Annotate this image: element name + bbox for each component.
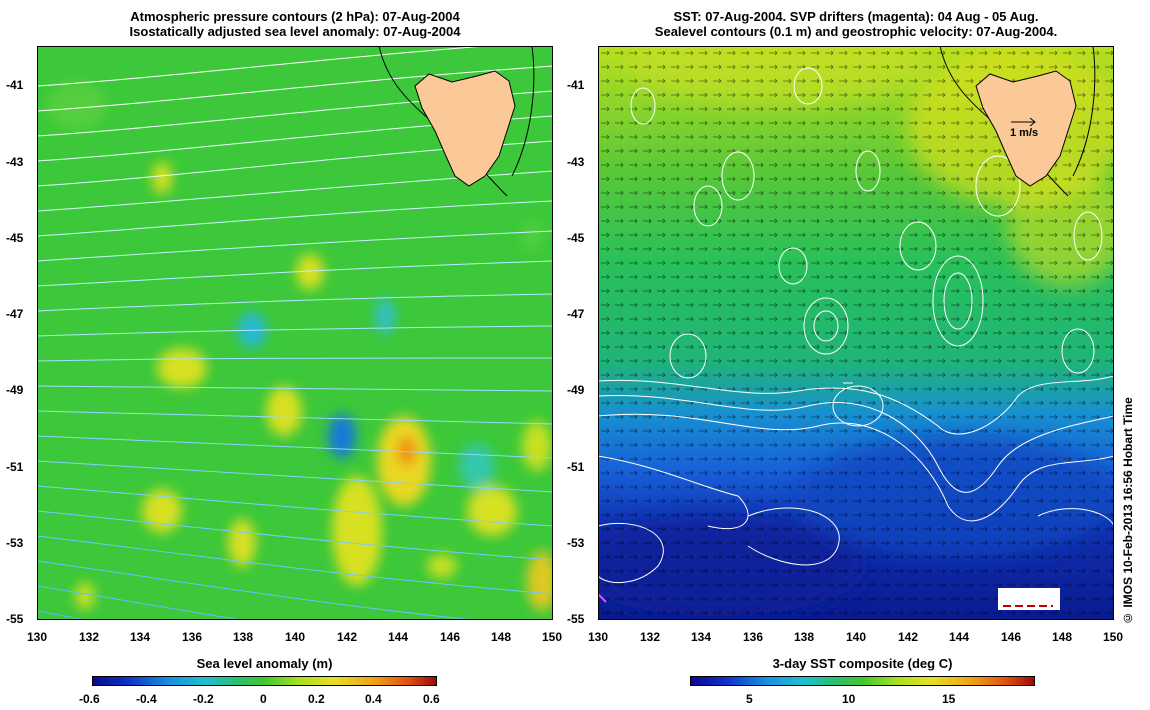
lat-label-right: -53 xyxy=(567,536,585,550)
right-colorbar-tick: 5 xyxy=(746,692,753,706)
lon-label-right: 136 xyxy=(743,630,764,644)
left-title-line1: Atmospheric pressure contours (2 hPa): 0… xyxy=(130,9,460,24)
lon-label-right: 142 xyxy=(898,630,919,644)
lon-label-right: 132 xyxy=(640,630,661,644)
lon-label-left: 138 xyxy=(233,630,254,644)
lon-label-left: 130 xyxy=(27,630,48,644)
right-title-line2: Sealevel contours (0.1 m) and geostrophi… xyxy=(654,24,1058,39)
lon-label-right: 144 xyxy=(949,630,970,644)
left-title-line2: Isostatically adjusted sea level anomaly… xyxy=(129,24,461,39)
right-colorbar-tick: 15 xyxy=(942,692,956,706)
lat-label-right: -43 xyxy=(567,155,585,169)
lat-label-left: -41 xyxy=(6,78,24,92)
left-colorbar-tick: 0.2 xyxy=(308,692,325,706)
lat-label-right: -47 xyxy=(567,307,585,321)
lon-label-left: 146 xyxy=(440,630,461,644)
lat-label-right: -41 xyxy=(567,78,585,92)
lon-label-right: 134 xyxy=(691,630,712,644)
left-colorbar-tick: -0.4 xyxy=(136,692,157,706)
lon-label-right: 138 xyxy=(794,630,815,644)
right-title-line1: SST: 07-Aug-2004. SVP drifters (magenta)… xyxy=(673,9,1039,24)
lon-label-left: 140 xyxy=(285,630,306,644)
lon-label-left: 136 xyxy=(182,630,203,644)
lon-label-left: 132 xyxy=(79,630,100,644)
lat-label-right: -45 xyxy=(567,231,585,245)
left-colorbar xyxy=(92,676,437,686)
sst-map: 1 m/s xyxy=(598,46,1114,620)
right-colorbar xyxy=(690,676,1035,686)
lat-label-left: -47 xyxy=(6,307,24,321)
lat-label-left: -49 xyxy=(6,383,24,397)
lat-label-left: -55 xyxy=(6,612,24,626)
lon-label-left: 144 xyxy=(388,630,409,644)
lon-label-right: 148 xyxy=(1052,630,1073,644)
lon-label-right: 150 xyxy=(1103,630,1124,644)
lon-label-left: 148 xyxy=(491,630,512,644)
lat-label-right: -49 xyxy=(567,383,585,397)
lat-label-left: -51 xyxy=(6,460,24,474)
left-colorbar-tick: 0 xyxy=(260,692,267,706)
sea-level-anomaly-map xyxy=(37,46,553,620)
credit-text: © IMOS 10-Feb-2013 16:56 Hobart Time xyxy=(1121,397,1135,625)
left-colorbar-title: Sea level anomaly (m) xyxy=(196,656,333,671)
left-colorbar-tick: 0.4 xyxy=(365,692,382,706)
right-colorbar-tick: 10 xyxy=(842,692,856,706)
left-colorbar-tick: -0.2 xyxy=(193,692,214,706)
left-colorbar-tick: -0.6 xyxy=(79,692,100,706)
left-colorbar-tick: 0.6 xyxy=(423,692,440,706)
lon-label-left: 142 xyxy=(337,630,358,644)
lon-label-right: 146 xyxy=(1001,630,1022,644)
lon-label-left: 150 xyxy=(542,630,563,644)
lat-label-right: -51 xyxy=(567,460,585,474)
lon-label-left: 134 xyxy=(130,630,151,644)
lat-label-right: -55 xyxy=(567,612,585,626)
lat-label-left: -45 xyxy=(6,231,24,245)
lat-label-left: -53 xyxy=(6,536,24,550)
lat-label-left: -43 xyxy=(6,155,24,169)
lon-label-right: 130 xyxy=(588,630,609,644)
velocity-scale-label: 1 m/s xyxy=(1010,127,1038,139)
right-colorbar-title: 3-day SST composite (deg C) xyxy=(772,656,953,671)
lon-label-right: 140 xyxy=(846,630,867,644)
